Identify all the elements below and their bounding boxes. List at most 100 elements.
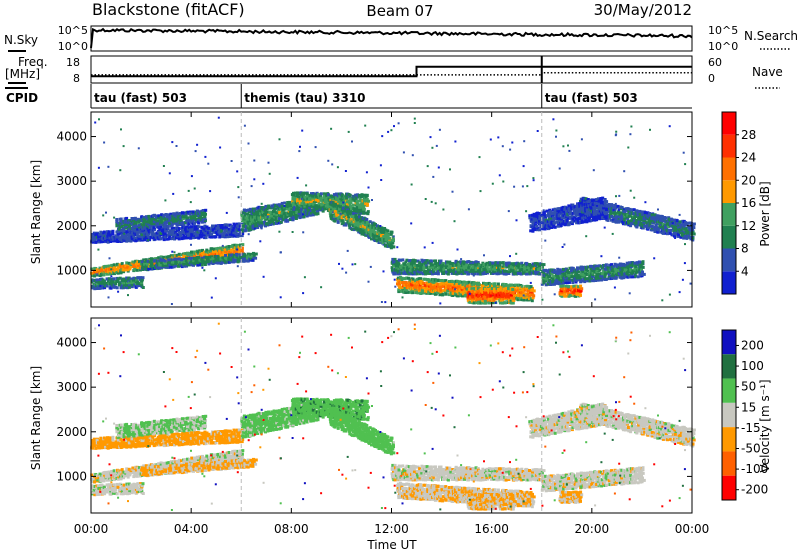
power-cell <box>116 267 120 271</box>
power-cell <box>235 245 239 249</box>
power-cell <box>122 270 126 274</box>
power-cell <box>276 209 280 213</box>
power-cell <box>180 258 183 262</box>
power-cell <box>390 230 394 234</box>
power-cell <box>148 226 152 229</box>
power-cell <box>249 257 253 261</box>
power-cell <box>127 276 131 280</box>
power-cell <box>343 209 347 213</box>
power-cell <box>200 234 204 238</box>
power-cell <box>334 209 338 212</box>
power-cell <box>122 229 126 233</box>
power-cell <box>361 231 365 235</box>
power-cell <box>160 213 164 217</box>
power-cell <box>140 215 144 219</box>
power-cell <box>122 264 126 268</box>
power-cell <box>115 238 119 242</box>
power-cell <box>203 224 207 228</box>
power-cell <box>162 215 166 219</box>
power-cell <box>222 254 225 258</box>
power-cell <box>350 227 354 231</box>
power-cell <box>335 198 339 202</box>
power-cell <box>188 232 191 236</box>
power-cell <box>214 235 218 239</box>
power-cell <box>192 236 196 239</box>
power-cell <box>239 255 242 259</box>
power-cell <box>191 256 194 260</box>
power-cell <box>172 219 176 223</box>
power-cell <box>361 224 365 228</box>
power-cell <box>280 201 284 205</box>
power-cell <box>264 217 268 221</box>
power-cell <box>141 237 145 241</box>
power-cell <box>232 226 236 230</box>
power-cell <box>102 279 106 283</box>
power-cell <box>253 216 257 220</box>
power-cell <box>240 246 244 250</box>
power-cell <box>419 277 423 281</box>
power-cell <box>182 234 186 237</box>
power-cell <box>309 200 313 203</box>
power-cell <box>361 211 365 215</box>
power-cell <box>293 199 297 203</box>
power-cell <box>175 257 179 261</box>
power-cell <box>467 280 471 284</box>
beam-title: Beam 07 <box>366 2 433 20</box>
power-cell <box>252 207 255 211</box>
power-cell <box>254 256 258 260</box>
power-cell <box>137 284 141 287</box>
power-cell <box>257 210 261 214</box>
power-cell <box>190 250 194 254</box>
power-cell <box>127 261 131 265</box>
power-cell <box>157 259 161 263</box>
power-cell <box>95 280 98 283</box>
power-cell <box>125 261 129 265</box>
power-cell <box>122 277 126 281</box>
power-cell <box>320 206 324 210</box>
power-cell <box>356 228 360 232</box>
power-cell <box>228 230 232 234</box>
power-cell <box>361 218 365 222</box>
power-cell <box>529 285 533 289</box>
power-cell <box>170 226 174 230</box>
power-cell <box>247 208 251 212</box>
power-cell <box>136 234 140 238</box>
power-cell <box>386 233 390 237</box>
power-cell <box>380 226 384 230</box>
power-cell <box>193 218 197 222</box>
power-cell <box>108 272 112 276</box>
power-cell <box>113 272 116 276</box>
power-cell <box>135 268 139 272</box>
power-cell <box>345 217 349 221</box>
power-cell <box>175 253 179 257</box>
power-cell <box>107 264 111 268</box>
power-cell <box>191 210 195 214</box>
power-cell <box>228 253 231 257</box>
power-cell <box>276 203 280 207</box>
power-cell <box>130 285 134 289</box>
power-cell <box>199 217 203 221</box>
power-cell <box>119 286 123 290</box>
power-cell <box>115 218 119 221</box>
power-cell <box>126 286 130 290</box>
power-cell <box>215 232 219 236</box>
power-cell <box>209 250 212 254</box>
power-cell <box>159 230 163 234</box>
power-cell <box>97 280 101 284</box>
power-cell <box>183 264 186 268</box>
power-cell <box>162 258 165 262</box>
power-cell <box>163 223 167 227</box>
power-cell <box>291 201 295 205</box>
power-cell <box>155 231 159 235</box>
power-cell <box>386 229 390 233</box>
power-cell <box>230 225 234 228</box>
power-cell <box>103 236 107 240</box>
power-cell <box>241 243 245 247</box>
power-cell <box>387 236 391 240</box>
power-cell <box>208 251 212 255</box>
power-cell <box>375 234 379 238</box>
power-cell <box>336 220 340 224</box>
power-cell <box>344 207 348 211</box>
power-cell <box>247 254 251 258</box>
power-cell <box>253 209 257 213</box>
